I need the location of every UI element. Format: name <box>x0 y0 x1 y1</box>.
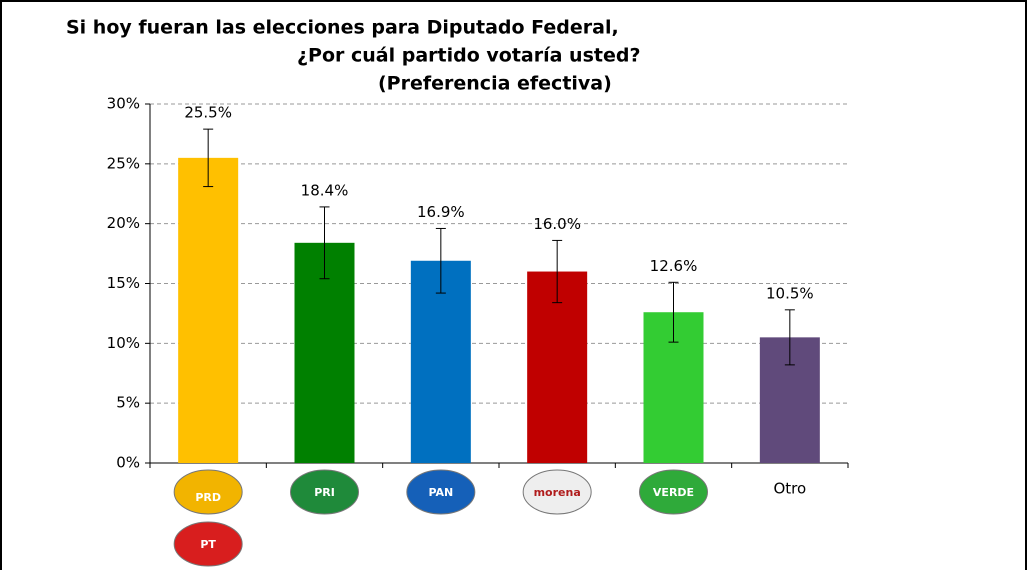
value-label: 16.9% <box>417 203 465 221</box>
chart-title: Si hoy fueran las elecciones para Diputa… <box>66 17 619 39</box>
y-tick-label: 0% <box>116 454 140 472</box>
chart-title: (Preferencia efectiva) <box>378 73 612 95</box>
y-tick-label: 5% <box>116 394 140 412</box>
y-tick-label: 25% <box>107 154 140 172</box>
value-label: 12.6% <box>650 257 698 275</box>
party-logo <box>522 469 592 515</box>
party-logo-text: VERDE <box>653 486 694 499</box>
value-label: 10.5% <box>766 284 814 302</box>
y-tick-label: 10% <box>107 334 140 352</box>
party-logo-text: morena <box>534 486 581 499</box>
chart-title: ¿Por cuál partido votaría usted? <box>297 45 640 67</box>
y-tick-label: 30% <box>107 95 140 113</box>
party-logo <box>406 469 476 515</box>
value-label: 25.5% <box>184 104 232 122</box>
party-logo-text: PAN <box>428 486 453 499</box>
party-logo-text: PRD <box>195 491 221 504</box>
party-logo-text: PT <box>200 538 216 551</box>
party-logo <box>639 469 708 515</box>
bar <box>410 260 471 463</box>
party-logo-text: PRI <box>314 486 335 499</box>
y-tick-label: 20% <box>107 214 140 232</box>
value-label: 18.4% <box>301 181 349 199</box>
x-tick-label: Otro <box>773 480 806 498</box>
party-logo <box>173 521 243 567</box>
y-tick-label: 15% <box>107 274 140 292</box>
party-logo <box>290 469 359 515</box>
value-label: 16.0% <box>533 215 581 233</box>
bar <box>527 271 588 463</box>
bar <box>294 242 355 463</box>
bar <box>178 157 239 463</box>
party-logo <box>173 469 243 515</box>
